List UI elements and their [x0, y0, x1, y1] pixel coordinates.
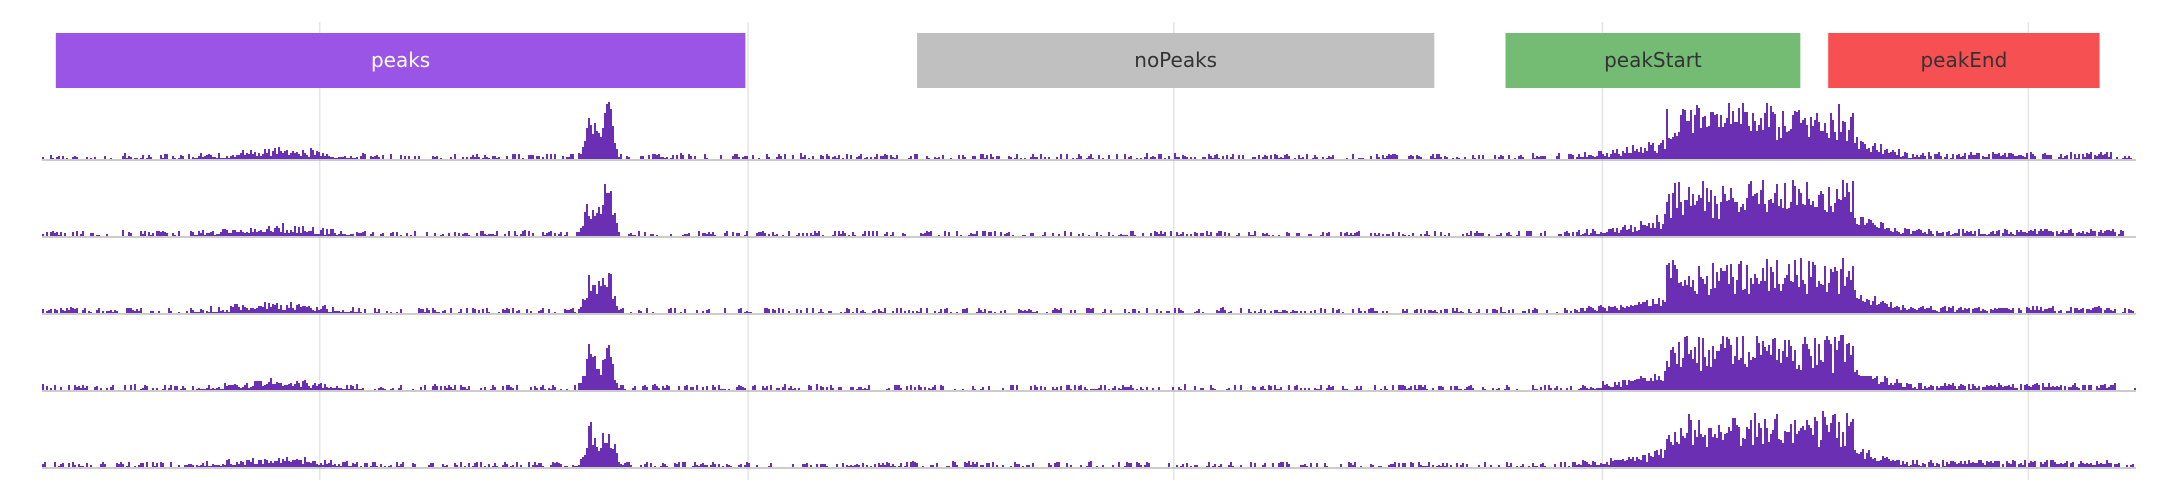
- signal-bars: [42, 335, 2136, 390]
- annotation-peaks[interactable]: peaks: [55, 33, 746, 88]
- annotation-block[interactable]: [1505, 33, 1801, 88]
- signal-tracks: [42, 102, 2136, 469]
- signal-bars: [42, 180, 2124, 236]
- signal-track-1: [42, 102, 2136, 161]
- vertical-grid: [318, 22, 2030, 480]
- annotation-label: noPeaks: [1134, 48, 1217, 72]
- annotation-block[interactable]: [1828, 33, 2100, 88]
- annotation-peakEnd[interactable]: peakEnd: [1828, 33, 2100, 88]
- signal-bars: [42, 102, 2132, 159]
- signal-bars: [42, 411, 2134, 467]
- annotation-label: peaks: [371, 48, 430, 72]
- signal-track-3: [42, 258, 2136, 315]
- signal-bars: [42, 258, 2134, 313]
- signal-track-2: [42, 180, 2136, 238]
- annotation-peakStart[interactable]: peakStart: [1505, 33, 1801, 88]
- annotation-block[interactable]: [917, 33, 1435, 88]
- signal-track-4: [42, 335, 2136, 392]
- annotation-block[interactable]: [55, 33, 746, 88]
- annotation-noPeaks[interactable]: noPeaks: [917, 33, 1435, 88]
- annotation-track[interactable]: peaks noPeaks peakStart peakEnd: [55, 33, 2100, 88]
- signal-track-5: [42, 411, 2136, 469]
- annotation-label: peakEnd: [1920, 48, 2007, 72]
- annotation-label: peakStart: [1604, 48, 1702, 72]
